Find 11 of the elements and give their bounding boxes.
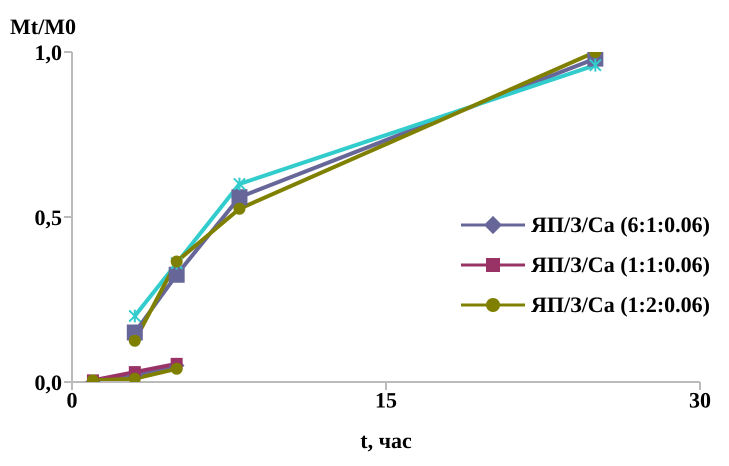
x-tick-label: 15 <box>375 388 397 413</box>
y-axis-title: Mt/M0 <box>10 14 76 40</box>
legend-label: ЯП/З/Са (6:1:0.06) <box>530 212 710 238</box>
legend-label: ЯП/З/Са (1:2:0.06) <box>530 292 710 318</box>
x-axis-title: t, час <box>360 428 412 453</box>
legend-label: ЯП/З/Са (1:1:0.06) <box>530 252 710 278</box>
y-tick-label: 1,0 <box>34 40 62 65</box>
y-tick-label: 0,5 <box>34 204 62 230</box>
x-tick-label: 0 <box>66 388 78 413</box>
x-tick-label: 30 <box>689 388 711 413</box>
y-tick-label: 0,0 <box>34 370 62 395</box>
